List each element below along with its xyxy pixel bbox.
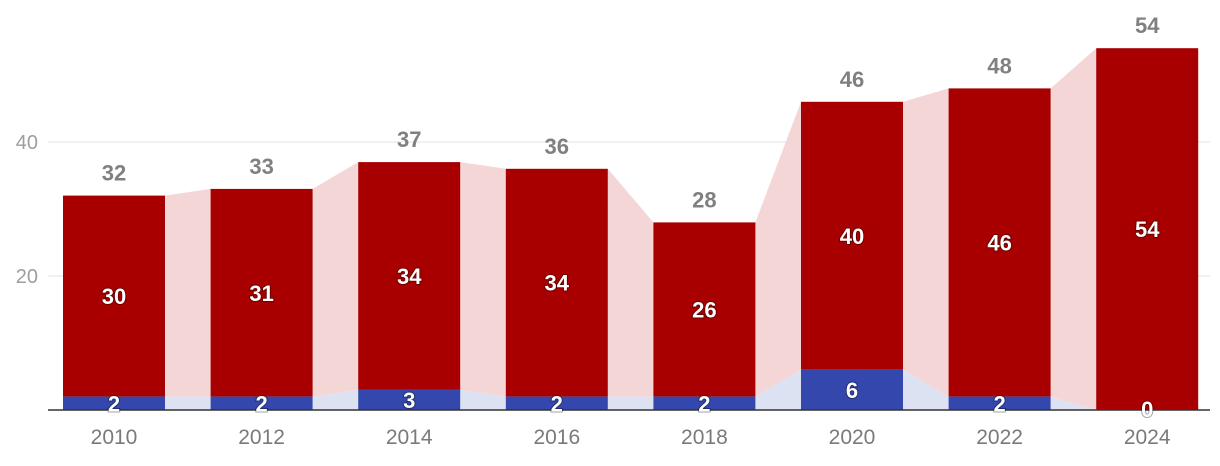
y-tick-label: 40	[16, 132, 38, 154]
connector-band-upper	[607, 168, 654, 397]
bar-segment-upper	[63, 195, 165, 397]
bars	[63, 48, 1199, 410]
x-tick-label: 2020	[829, 426, 876, 449]
bar-value-label-lower: 2	[698, 391, 710, 416]
data-labels: 30 2 32 31 2 33 34 3 37 34 2 36 26 2 28 40 6 46 46 2 48 54 0 54	[101, 13, 1161, 423]
x-tick-label: 2024	[1124, 426, 1171, 449]
bar-segment-upper	[1096, 48, 1199, 410]
bar-value-label-upper: 26	[692, 298, 716, 323]
connector-band-upper	[312, 162, 359, 397]
bar-segment-lower	[505, 396, 608, 410]
bar-value-label-lower: 0	[1141, 397, 1153, 422]
bar-value-label-lower: 2	[108, 391, 120, 416]
bar-segment-lower	[358, 389, 461, 410]
x-tick-label: 2022	[976, 426, 1023, 449]
bar-total-label: 32	[102, 161, 126, 186]
bar-segment-upper	[653, 222, 756, 397]
bar-segment-upper	[948, 88, 1051, 397]
bar-value-label-lower: 2	[993, 391, 1005, 416]
bar-value-label-upper: 31	[249, 281, 273, 306]
bar-segment-upper	[505, 168, 608, 397]
connector-band-lower	[312, 389, 359, 410]
connector-band-upper	[755, 101, 801, 397]
x-tick-label: 2014	[386, 426, 433, 449]
bar-value-label-upper: 54	[1135, 217, 1160, 242]
bar-segment-lower	[948, 396, 1051, 410]
bar-segment-lower	[653, 396, 756, 410]
x-tick-label: 2016	[533, 426, 580, 449]
y-tick-label: 20	[16, 266, 38, 288]
bar-value-label-lower: 6	[846, 378, 858, 403]
bar-value-label-lower: 3	[403, 388, 415, 413]
connector-band-upper	[165, 188, 211, 397]
connector-band-lower	[1050, 396, 1097, 410]
bar-segment-lower	[63, 396, 165, 410]
bar-value-label-lower: 2	[551, 391, 563, 416]
bar-total-label: 33	[249, 154, 273, 179]
bar-segment-lower	[210, 396, 313, 410]
bar-segment-upper	[358, 162, 461, 390]
connector-band-upper	[903, 88, 949, 397]
bar-total-label: 46	[840, 67, 864, 92]
bar-segment-upper	[801, 101, 903, 370]
bar-value-label-lower: 2	[255, 391, 267, 416]
bar-value-label-upper: 30	[102, 284, 126, 309]
bar-value-label-upper: 46	[987, 231, 1011, 256]
connector-band-upper	[460, 162, 506, 397]
bar-connectors	[165, 48, 1097, 410]
bar-value-label-upper: 40	[840, 224, 864, 249]
x-tick-label: 2010	[91, 426, 138, 449]
connector-band-lower	[460, 389, 506, 410]
bar-value-label-upper: 34	[397, 264, 422, 289]
x-tick-label: 2018	[681, 426, 728, 449]
connector-band-lower	[165, 396, 211, 410]
bar-total-label: 37	[397, 127, 421, 152]
bar-total-label: 28	[692, 187, 716, 212]
x-axis-ticks: 2010 2012 2014 2016 2018 2020 2022 2024	[91, 426, 1171, 449]
connector-band-upper	[1050, 48, 1097, 410]
bar-total-label: 48	[987, 53, 1011, 78]
connector-band-lower	[607, 396, 654, 410]
bar-segment-upper	[210, 188, 313, 397]
connector-band-lower	[903, 369, 949, 410]
connector-band-lower	[755, 369, 801, 410]
bar-total-label: 36	[545, 134, 569, 159]
bar-total-label: 54	[1135, 13, 1160, 38]
bar-segment-lower	[801, 369, 903, 410]
x-tick-label: 2012	[238, 426, 285, 449]
bar-value-label-upper: 34	[545, 271, 570, 296]
